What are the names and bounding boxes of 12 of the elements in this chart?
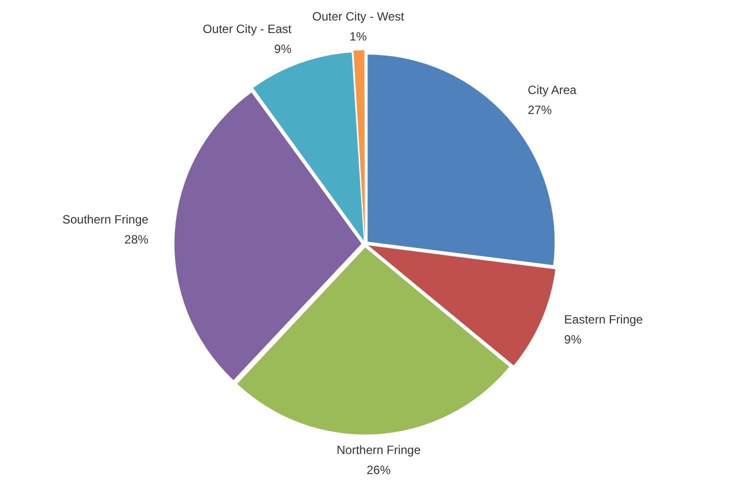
slice-label: Outer City - East xyxy=(202,22,292,36)
data-label: 27% xyxy=(528,102,552,117)
slice-label: City Area xyxy=(528,82,577,97)
slice-label: Outer City - West xyxy=(312,9,405,24)
data-label: 9% xyxy=(274,42,292,56)
data-label: 26% xyxy=(366,462,391,477)
data-label: 1% xyxy=(350,29,368,44)
data-label: 28% xyxy=(124,232,149,247)
slice-label: Eastern Fringe xyxy=(564,312,644,326)
data-label: 9% xyxy=(564,332,582,346)
slice-label: Northern Fringe xyxy=(336,442,421,457)
slice-label: Southern Fringe xyxy=(62,212,149,227)
